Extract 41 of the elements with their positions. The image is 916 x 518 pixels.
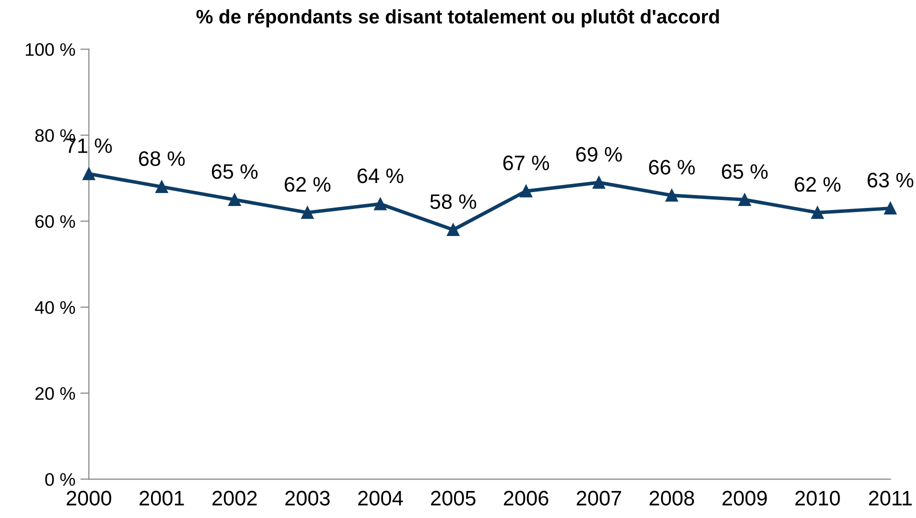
point [301,206,314,219]
data-label: 63 % [868,172,914,188]
y-tick-label: 0 % [45,473,76,486]
chart-title: % de répondants se disant totalement ou plutôt d'accord [196,8,719,28]
point [520,184,532,198]
point [592,176,606,189]
x-tick-label: 2011 [869,490,912,506]
x-tick-label: 2002 [212,490,257,506]
y-tick-label: 40 % [34,301,76,314]
x-tick-label: 2007 [576,490,622,506]
x-tick-label: 2005 [431,490,476,506]
data-label: 62 % [794,177,840,192]
point [738,193,751,206]
point [446,224,460,236]
point [228,193,241,206]
point [666,189,678,202]
x-tick-label: 2003 [285,490,330,506]
x-tick-label: 2006 [504,490,548,506]
data-label: 66 % [649,160,695,175]
y-tick-label: 20 % [35,387,76,400]
x-tick-label: 2004 [358,490,403,506]
y-tick-label: 100 % [26,43,76,56]
data-label: 64 % [358,168,404,184]
x-tick-label: 2000 [66,490,112,506]
data-label: 67 % [503,156,550,170]
point [374,198,387,210]
data-label: 69 % [576,146,622,162]
data-label: 65 % [212,164,258,179]
y-tick-label: 60 % [35,215,76,228]
x-tick-label: 2008 [650,490,694,506]
point [884,202,897,215]
data-label: 62 % [284,177,330,192]
point [155,180,168,194]
point [82,168,96,180]
x-tick-label: 2001 [140,490,184,506]
data-label: 68 % [139,151,185,166]
point [811,206,824,219]
data-label: 58 % [430,194,476,209]
x-tick-label: 2010 [795,490,840,506]
data-label: 65 % [722,164,768,179]
x-tick-label: 2009 [722,490,767,506]
